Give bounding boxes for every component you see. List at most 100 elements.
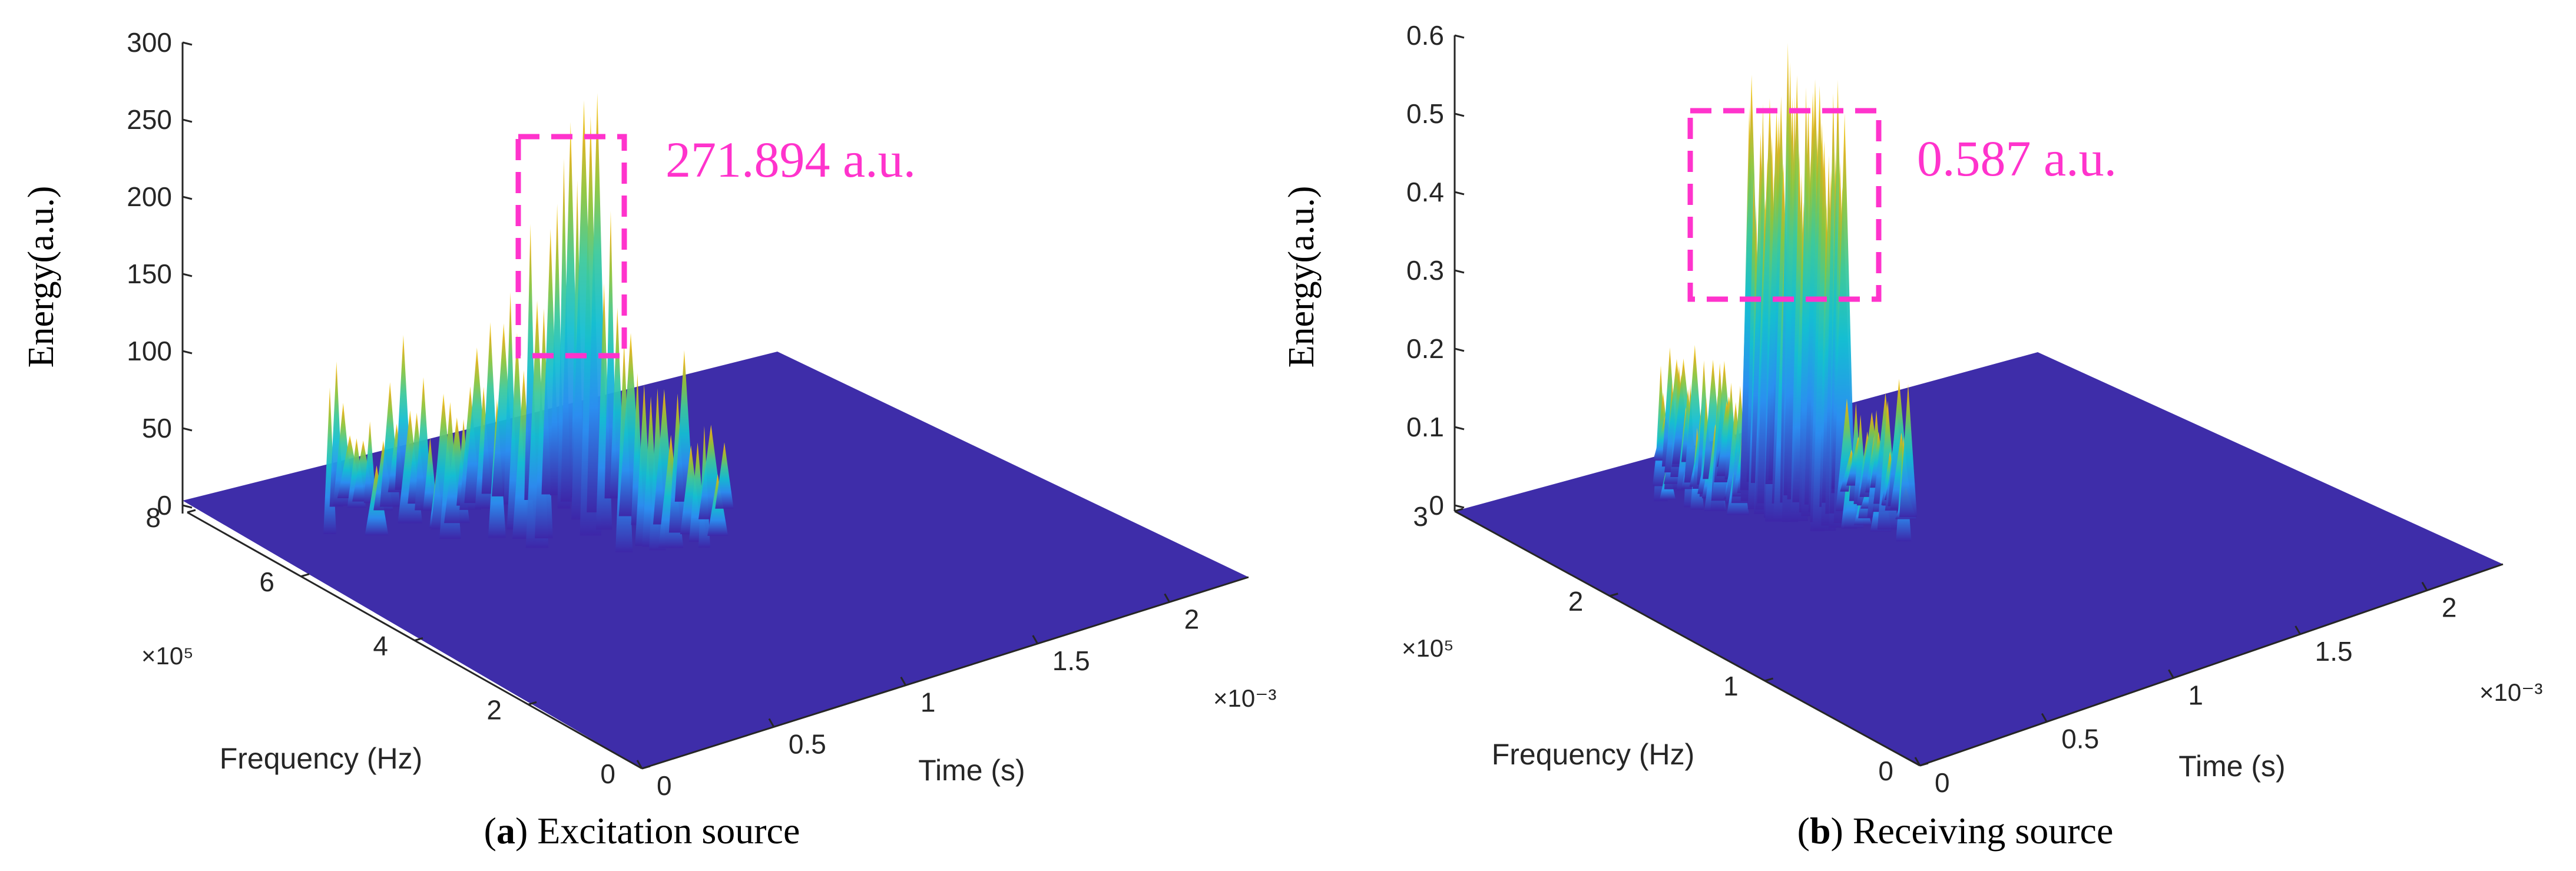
y-tick-label: 3 bbox=[1413, 501, 1428, 532]
panel-a: 0 50 100 150 200 250 300 Energy(a.u.) 0 2 4 6 8 ×1… bbox=[21, 27, 1276, 852]
z-tick-label: 0.3 bbox=[1406, 255, 1444, 286]
x-ticks-a: 0 0.5 1 1.5 2 bbox=[636, 593, 1200, 801]
z-tick-label: 200 bbox=[127, 181, 172, 212]
peak-annotation-b: 0.587 a.u. bbox=[1917, 130, 2117, 187]
z-tick-label: 150 bbox=[127, 259, 172, 289]
surface-spike bbox=[1899, 384, 1918, 518]
z-tick-label: 250 bbox=[127, 104, 172, 135]
caption-text-b: Receiving source bbox=[1853, 810, 2114, 852]
x-ticks-b: 0 0.5 1 1.5 2 bbox=[1914, 581, 2457, 798]
caption-label-b: b bbox=[1810, 810, 1831, 852]
y-tick-label: 0 bbox=[600, 759, 615, 789]
z-tick-label: 50 bbox=[142, 413, 172, 443]
x-tick-label: 0.5 bbox=[2061, 724, 2099, 754]
x-tick-mark bbox=[900, 676, 907, 686]
peak-highlight-box-b bbox=[1687, 108, 1882, 302]
z-tick-mark bbox=[182, 196, 193, 200]
surface-spike bbox=[423, 438, 438, 511]
surface-spike bbox=[1833, 112, 1856, 523]
x-tick-label: 0 bbox=[1935, 767, 1950, 798]
y-tick-mark bbox=[528, 701, 537, 706]
surface-spike bbox=[715, 442, 734, 509]
surface-spikes-b bbox=[1652, 42, 1918, 542]
y-tick-label: 2 bbox=[1568, 586, 1584, 617]
z-tick-label: 0.2 bbox=[1406, 333, 1444, 364]
z-tick-label: 0.1 bbox=[1406, 412, 1444, 442]
y-axis-line-b bbox=[1454, 510, 1921, 767]
peak-highlight-box-a bbox=[515, 134, 627, 359]
y-tick-mark bbox=[1764, 677, 1774, 682]
x-exponent-b: ×10⁻³ bbox=[2479, 678, 2542, 706]
z-tick-label: 100 bbox=[127, 336, 172, 366]
x-axis-label-a: Time (s) bbox=[918, 754, 1025, 787]
x-tick-mark bbox=[1914, 757, 1921, 766]
x-tick-mark bbox=[2421, 581, 2428, 591]
y-axis-label-b: Frequency (Hz) bbox=[1492, 738, 1695, 771]
x-tick-label: 1.5 bbox=[2315, 636, 2353, 667]
caption-text-a: Excitation source bbox=[537, 810, 800, 852]
z-tick-mark bbox=[1454, 426, 1465, 430]
z-tick-mark bbox=[1454, 112, 1465, 117]
z-tick-label: 0.4 bbox=[1406, 177, 1444, 207]
y-tick-label: 0 bbox=[1878, 756, 1893, 786]
x-tick-label: 1.5 bbox=[1052, 645, 1090, 676]
z-tick-mark bbox=[182, 41, 193, 46]
surface-spikes-a bbox=[323, 92, 734, 552]
x-tick-label: 2 bbox=[2442, 592, 2457, 623]
x-axis-line-b bbox=[1919, 563, 2504, 767]
z-tick-mark bbox=[1454, 269, 1465, 274]
y-tick-mark bbox=[1609, 592, 1618, 597]
z-axis-label-b: Energy(a.u.) bbox=[1282, 186, 1322, 368]
z-tick-label: 0 bbox=[157, 490, 172, 521]
x-axis-line-a bbox=[641, 576, 1249, 770]
z-tick-mark bbox=[182, 350, 193, 355]
x-tick-label: 1 bbox=[2188, 680, 2203, 710]
x-tick-label: 0.5 bbox=[789, 728, 826, 759]
x-axis-label-b: Time (s) bbox=[2178, 750, 2285, 783]
x-tick-mark bbox=[1164, 593, 1170, 603]
x-tick-label: 1 bbox=[921, 687, 936, 718]
caption-a: (a) Excitation source bbox=[484, 810, 800, 852]
z-tick-label: 0 bbox=[1429, 490, 1444, 521]
x-tick-mark bbox=[2294, 625, 2301, 635]
x-exponent-a: ×10⁻³ bbox=[1213, 684, 1276, 712]
y-axis-label-a: Frequency (Hz) bbox=[220, 742, 423, 775]
peak-annotation-a: 271.894 a.u. bbox=[665, 131, 916, 188]
y-tick-mark bbox=[1454, 508, 1464, 512]
z-tick-mark bbox=[182, 118, 193, 123]
z-tick-mark bbox=[182, 504, 193, 509]
y-tick-label: 1 bbox=[1723, 671, 1739, 701]
y-tick-label: 4 bbox=[373, 631, 388, 661]
y-tick-mark bbox=[187, 509, 196, 514]
y-tick-label: 8 bbox=[145, 502, 161, 533]
y-tick-mark bbox=[300, 573, 310, 578]
y-tick-label: 2 bbox=[486, 694, 502, 725]
surface-spike bbox=[363, 421, 376, 504]
x-tick-label: 2 bbox=[1184, 604, 1200, 634]
y-tick-mark bbox=[414, 637, 423, 641]
x-tick-label: 0 bbox=[657, 770, 672, 801]
z-tick-label: 300 bbox=[127, 27, 172, 58]
surface-floor-b bbox=[1455, 352, 2503, 766]
z-tick-mark bbox=[1454, 504, 1465, 509]
z-ticks-b: 0 0.1 0.2 0.3 0.4 0.5 0.6 bbox=[1406, 20, 1465, 521]
x-tick-mark bbox=[768, 718, 775, 728]
y-exponent-b: ×10⁵ bbox=[1402, 634, 1454, 662]
x-tick-mark bbox=[2041, 713, 2048, 723]
caption-b: (b) Receiving source bbox=[1797, 810, 2114, 852]
y-ticks-a: 0 2 4 6 8 bbox=[145, 502, 651, 789]
y-exponent-a: ×10⁵ bbox=[141, 642, 194, 670]
z-tick-mark bbox=[182, 427, 193, 432]
y-ticks-b: 0 1 2 3 bbox=[1413, 501, 1929, 786]
z-tick-mark bbox=[1454, 347, 1465, 352]
z-tick-mark bbox=[1454, 34, 1465, 39]
panel-b: 0 0.1 0.2 0.3 0.4 0.5 0.6 Energy(a.u.) 0 1 2 3 ×1… bbox=[1282, 20, 2542, 852]
z-ticks-a: 0 50 100 150 200 250 300 bbox=[127, 27, 193, 521]
z-axis-label-a: Energy(a.u.) bbox=[21, 186, 61, 368]
z-tick-mark bbox=[182, 273, 193, 277]
z-tick-label: 0.5 bbox=[1406, 98, 1444, 129]
z-tick-label: 0.6 bbox=[1406, 20, 1444, 51]
x-tick-mark bbox=[2168, 669, 2174, 679]
z-tick-mark bbox=[1454, 191, 1465, 196]
y-tick-label: 6 bbox=[259, 567, 274, 597]
